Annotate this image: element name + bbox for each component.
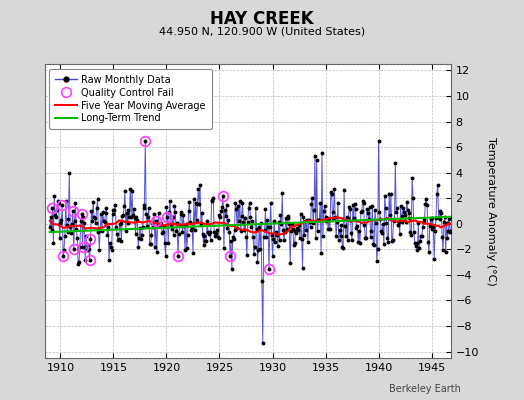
Text: 44.950 N, 120.900 W (United States): 44.950 N, 120.900 W (United States) [159,26,365,36]
Y-axis label: Temperature Anomaly (°C): Temperature Anomaly (°C) [486,137,496,285]
Legend: Raw Monthly Data, Quality Control Fail, Five Year Moving Average, Long-Term Tren: Raw Monthly Data, Quality Control Fail, … [49,69,212,129]
Text: HAY CREEK: HAY CREEK [210,10,314,28]
Text: Berkeley Earth: Berkeley Earth [389,384,461,394]
